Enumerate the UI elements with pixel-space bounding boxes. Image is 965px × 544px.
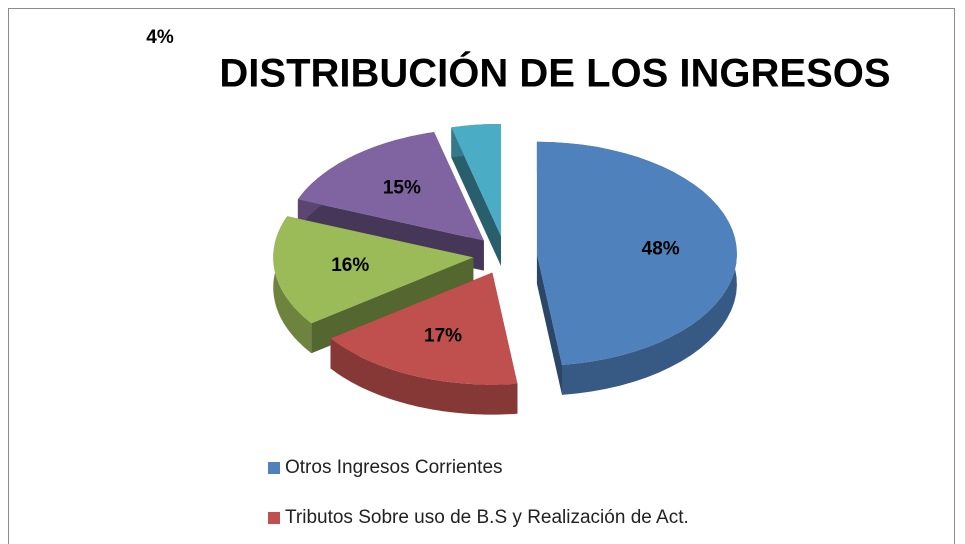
slice-top — [330, 272, 518, 385]
slice — [451, 124, 501, 266]
slice-top — [536, 141, 737, 365]
legend-swatch — [268, 462, 280, 474]
slice — [273, 216, 474, 354]
slice-side — [536, 253, 562, 395]
slice-side — [311, 257, 474, 354]
chart-border — [8, 8, 955, 544]
slice-top — [297, 132, 484, 241]
legend-label: Tributos Sobre uso de B.S y Realización … — [285, 507, 689, 528]
slice — [536, 141, 737, 395]
legend-swatch — [268, 512, 280, 524]
data-label: 4% — [146, 27, 174, 48]
slice — [330, 272, 518, 415]
slice-top — [273, 216, 474, 324]
slice-wall — [330, 338, 518, 415]
slice-side — [451, 127, 501, 266]
data-label: 48% — [642, 238, 680, 259]
data-label: 16% — [331, 255, 369, 276]
chart-title: DISTRIBUCIÓN DE LOS INGRESOS — [219, 50, 890, 96]
legend-label: Otros Ingresos Corrientes — [285, 457, 503, 478]
slice-top — [451, 124, 501, 236]
data-label: 17% — [424, 325, 462, 346]
data-label: 15% — [383, 178, 421, 199]
